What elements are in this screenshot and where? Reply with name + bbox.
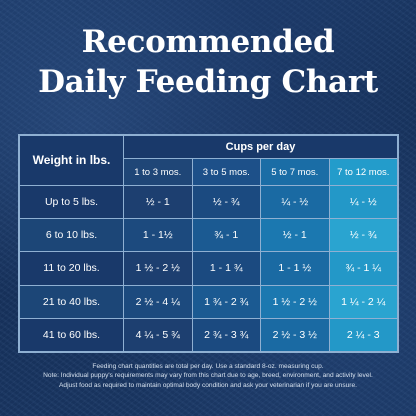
weight-label: 6 to 10 lbs. xyxy=(19,218,124,253)
cups-value: 1 - 1 ¾ xyxy=(191,251,261,286)
footnote-line: Note: Individual puppy's requirements ma… xyxy=(43,372,373,380)
footnote-line: Adjust food as required to maintain opti… xyxy=(59,381,357,389)
cups-value: ½ - ¾ xyxy=(328,218,398,253)
page-title: Recommended Daily Feeding Chart xyxy=(0,22,416,102)
table-row: Up to 5 lbs. ½ - 1 ½ - ¾ ¼ - ½ ¼ - ½ xyxy=(19,184,398,220)
table-row: 6 to 10 lbs. 1 - 1½ ¾ - 1 ½ - 1 ½ - ¾ xyxy=(19,218,398,253)
title-line-1: Recommended xyxy=(81,24,335,60)
cups-value: 2 ½ - 3 ½ xyxy=(260,317,330,353)
weight-header: Weight in lbs. xyxy=(19,135,124,186)
cups-value: ½ - 1 xyxy=(260,218,330,253)
weight-label: 41 to 60 lbs. xyxy=(19,317,124,353)
cups-value: 4 ¼ - 5 ¾ xyxy=(123,317,193,353)
feeding-chart: Weight in lbs. Cups per day 1 to 3 mos. … xyxy=(18,134,399,353)
cups-value: 1 ½ - 2 ½ xyxy=(260,284,330,319)
table-row: 41 to 60 lbs. 4 ¼ - 5 ¾ 2 ¾ - 3 ¾ 2 ½ - … xyxy=(19,317,398,353)
cups-value: 1 ½ - 2 ½ xyxy=(123,251,193,286)
age-column-header: 7 to 12 mos. xyxy=(328,158,398,186)
cups-value: 2 ¼ - 3 xyxy=(328,317,398,353)
feeding-table: Weight in lbs. Cups per day 1 to 3 mos. … xyxy=(19,135,398,353)
table-row: 21 to 40 lbs. 2 ½ - 4 ¼ 1 ¾ - 2 ¾ 1 ½ - … xyxy=(19,284,398,319)
footnote-line: Feeding chart quantities are total per d… xyxy=(92,363,324,370)
cups-value: ¾ - 1 ¼ xyxy=(328,251,398,286)
cups-value: 1 ¼ - 2 ¼ xyxy=(328,284,398,319)
cups-value: 2 ¾ - 3 ¾ xyxy=(191,317,261,353)
cups-value: 1 ¾ - 2 ¾ xyxy=(191,284,261,319)
cups-value: 1 - 1 ½ xyxy=(260,251,330,286)
cups-value: ½ - 1 xyxy=(123,184,193,220)
cups-value: 1 - 1½ xyxy=(123,218,193,253)
cups-value: 2 ½ - 4 ¼ xyxy=(123,284,193,319)
table-row: 11 to 20 lbs. 1 ½ - 2 ½ 1 - 1 ¾ 1 - 1 ½ … xyxy=(19,251,398,286)
cups-value: ¼ - ½ xyxy=(328,184,398,220)
cups-value: ¼ - ½ xyxy=(260,184,330,220)
age-column-header: 5 to 7 mos. xyxy=(260,158,330,186)
age-column-header: 3 to 5 mos. xyxy=(191,158,261,186)
cups-value: ½ - ¾ xyxy=(191,184,261,220)
footnotes: Feeding chart quantities are total per d… xyxy=(0,362,416,390)
weight-label: Up to 5 lbs. xyxy=(19,184,124,220)
weight-label: 21 to 40 lbs. xyxy=(19,284,124,319)
cups-value: ¾ - 1 xyxy=(191,218,261,253)
cups-per-day-header: Cups per day xyxy=(123,135,398,159)
title-line-2: Daily Feeding Chart xyxy=(38,64,378,100)
weight-label: 11 to 20 lbs. xyxy=(19,251,124,286)
age-column-header: 1 to 3 mos. xyxy=(123,158,193,186)
